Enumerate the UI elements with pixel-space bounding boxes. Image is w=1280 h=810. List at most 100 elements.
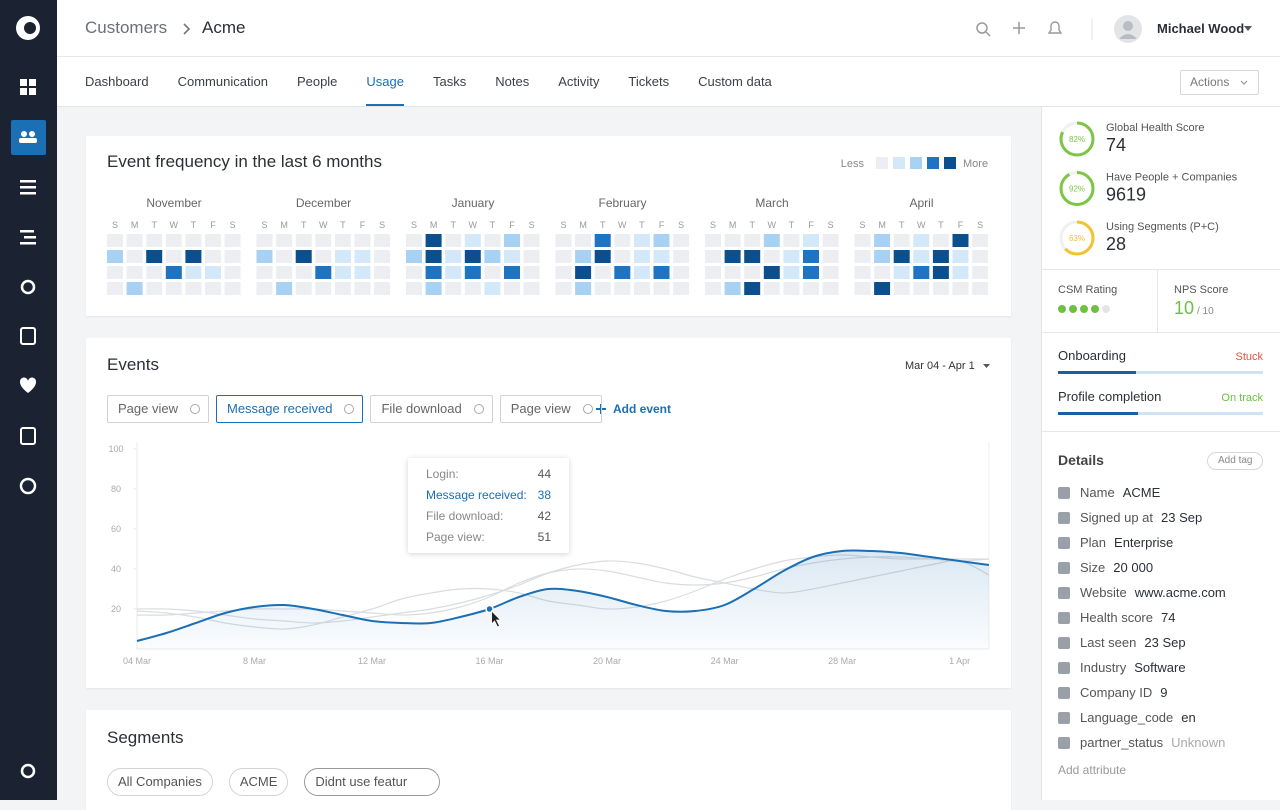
filter-chip[interactable]: Page view xyxy=(107,395,209,423)
heat-cell xyxy=(633,234,650,247)
user-name[interactable]: Michael Wood xyxy=(1157,21,1245,36)
segment-label[interactable]: ACME xyxy=(239,774,278,789)
heat-cell xyxy=(854,250,871,263)
tooltip-value: 51 xyxy=(537,530,551,544)
detail-row: Health score 74 xyxy=(1058,610,1175,625)
filter-remove[interactable] xyxy=(582,404,593,414)
filter-label[interactable]: File download xyxy=(381,401,462,416)
tab[interactable]: Usage xyxy=(366,74,404,89)
tooltip: Login: 44 Message received: 38 File download… xyxy=(408,458,569,553)
add-attribute[interactable]: Add attribute xyxy=(1058,763,1127,777)
weekday-label: T xyxy=(340,220,346,230)
tab[interactable]: Notes xyxy=(495,74,530,89)
tab[interactable]: Custom data xyxy=(698,74,772,89)
filter-label[interactable]: Message received xyxy=(226,401,333,416)
segment-chip[interactable]: Didnt use featur xyxy=(304,768,441,796)
detail-label: Company ID xyxy=(1080,685,1153,700)
header-icons[interactable] xyxy=(972,18,1132,40)
tab[interactable]: Tasks xyxy=(433,74,467,89)
tab[interactable]: Dashboard xyxy=(85,74,149,89)
heat-cell xyxy=(107,234,123,247)
progress-track xyxy=(1058,371,1263,374)
tab-bar: Dashboard Communication People Usage Tasks No… xyxy=(57,57,1041,107)
heatmap-title: Event frequency in the last 6 months xyxy=(107,152,382,171)
heat-cell xyxy=(724,266,741,279)
heat-cell xyxy=(445,250,462,263)
detail-row: Industry Software xyxy=(1058,660,1186,675)
date-range[interactable]: Mar 04 - Apr 1 xyxy=(905,360,975,372)
breadcrumb-parent[interactable]: Customers xyxy=(85,18,168,37)
detail-value: Enterprise xyxy=(1114,535,1174,550)
heat-cell xyxy=(354,266,371,279)
x-tick-label: 8 Mar xyxy=(243,656,266,666)
heatmap-card: Event frequency in the last 6 months Less… xyxy=(86,136,1011,316)
detail-label: Website xyxy=(1080,585,1127,600)
heat-cell xyxy=(783,282,800,295)
segment-chip[interactable]: All Companies xyxy=(107,768,213,796)
filter-label[interactable]: Page view xyxy=(118,401,178,416)
heat-cell xyxy=(295,266,312,279)
filter-remove[interactable] xyxy=(189,404,200,414)
detail-icon xyxy=(1058,586,1070,599)
heat-cell xyxy=(822,250,839,263)
avatar[interactable] xyxy=(1113,14,1143,44)
progress-label: Onboarding xyxy=(1058,348,1126,363)
segments-card: Segments xyxy=(86,710,1011,810)
filter-label[interactable]: Page view xyxy=(510,401,571,416)
heat-cell xyxy=(315,266,332,279)
tab[interactable]: People xyxy=(296,74,338,89)
heat-cell xyxy=(874,250,891,263)
segment-label[interactable]: All Companies xyxy=(118,774,202,789)
heat-cell xyxy=(484,234,501,247)
heat-cell xyxy=(744,250,761,263)
segment-label[interactable]: Didnt use featur xyxy=(315,774,408,789)
weekday-label: S xyxy=(977,220,983,230)
filter-remove[interactable] xyxy=(473,404,484,414)
tab[interactable]: Activity xyxy=(558,74,600,89)
heat-cell xyxy=(673,266,690,279)
heat-cell xyxy=(126,250,143,263)
y-tick-label: 40 xyxy=(111,564,121,574)
heat-cell xyxy=(445,266,462,279)
heat-cell xyxy=(406,266,422,279)
progress-fill xyxy=(1058,412,1138,415)
segment-chip[interactable]: ACME xyxy=(228,768,289,796)
x-tick-label: 12 Mar xyxy=(358,656,386,666)
heat-cell xyxy=(146,266,163,279)
heat-cell xyxy=(165,234,182,247)
nav-icons[interactable] xyxy=(19,79,37,779)
filter-chip[interactable]: Page view xyxy=(499,395,602,423)
heat-cell xyxy=(555,282,572,295)
filter-remove[interactable] xyxy=(344,404,355,414)
weekday-label: T xyxy=(749,220,755,230)
heat-cell xyxy=(822,282,839,295)
breadcrumb-chevron xyxy=(183,23,191,35)
score-label: Using Segments (P+C) xyxy=(1106,221,1219,233)
cursor xyxy=(491,610,502,628)
separator xyxy=(1042,332,1280,333)
month-label: November xyxy=(146,196,201,210)
tab[interactable]: Communication xyxy=(177,74,268,89)
tooltip-label: Login: xyxy=(426,467,459,481)
ring xyxy=(1059,220,1095,256)
tab[interactable]: Tickets xyxy=(628,74,670,89)
weekday-label: S xyxy=(678,220,684,230)
actions-label[interactable]: Actions xyxy=(1190,75,1230,89)
heat-cell xyxy=(555,266,572,279)
add-tag[interactable]: Add tag xyxy=(1207,452,1264,470)
heat-cell xyxy=(425,234,442,247)
heat-cell xyxy=(205,250,221,263)
ring xyxy=(1059,121,1095,157)
add-event[interactable]: Add event xyxy=(613,402,672,416)
sidebar-icons xyxy=(11,16,46,779)
filter-chip[interactable]: Message received xyxy=(215,395,364,423)
active-nav[interactable] xyxy=(11,120,46,155)
heat-cell xyxy=(425,282,442,295)
heat-cell xyxy=(295,282,312,295)
filter-chip[interactable]: File download xyxy=(370,395,493,423)
heat-cell xyxy=(653,250,670,263)
heat-cell xyxy=(224,250,241,263)
detail-icon xyxy=(1058,611,1070,624)
actions-button[interactable]: Actions xyxy=(1180,70,1259,95)
